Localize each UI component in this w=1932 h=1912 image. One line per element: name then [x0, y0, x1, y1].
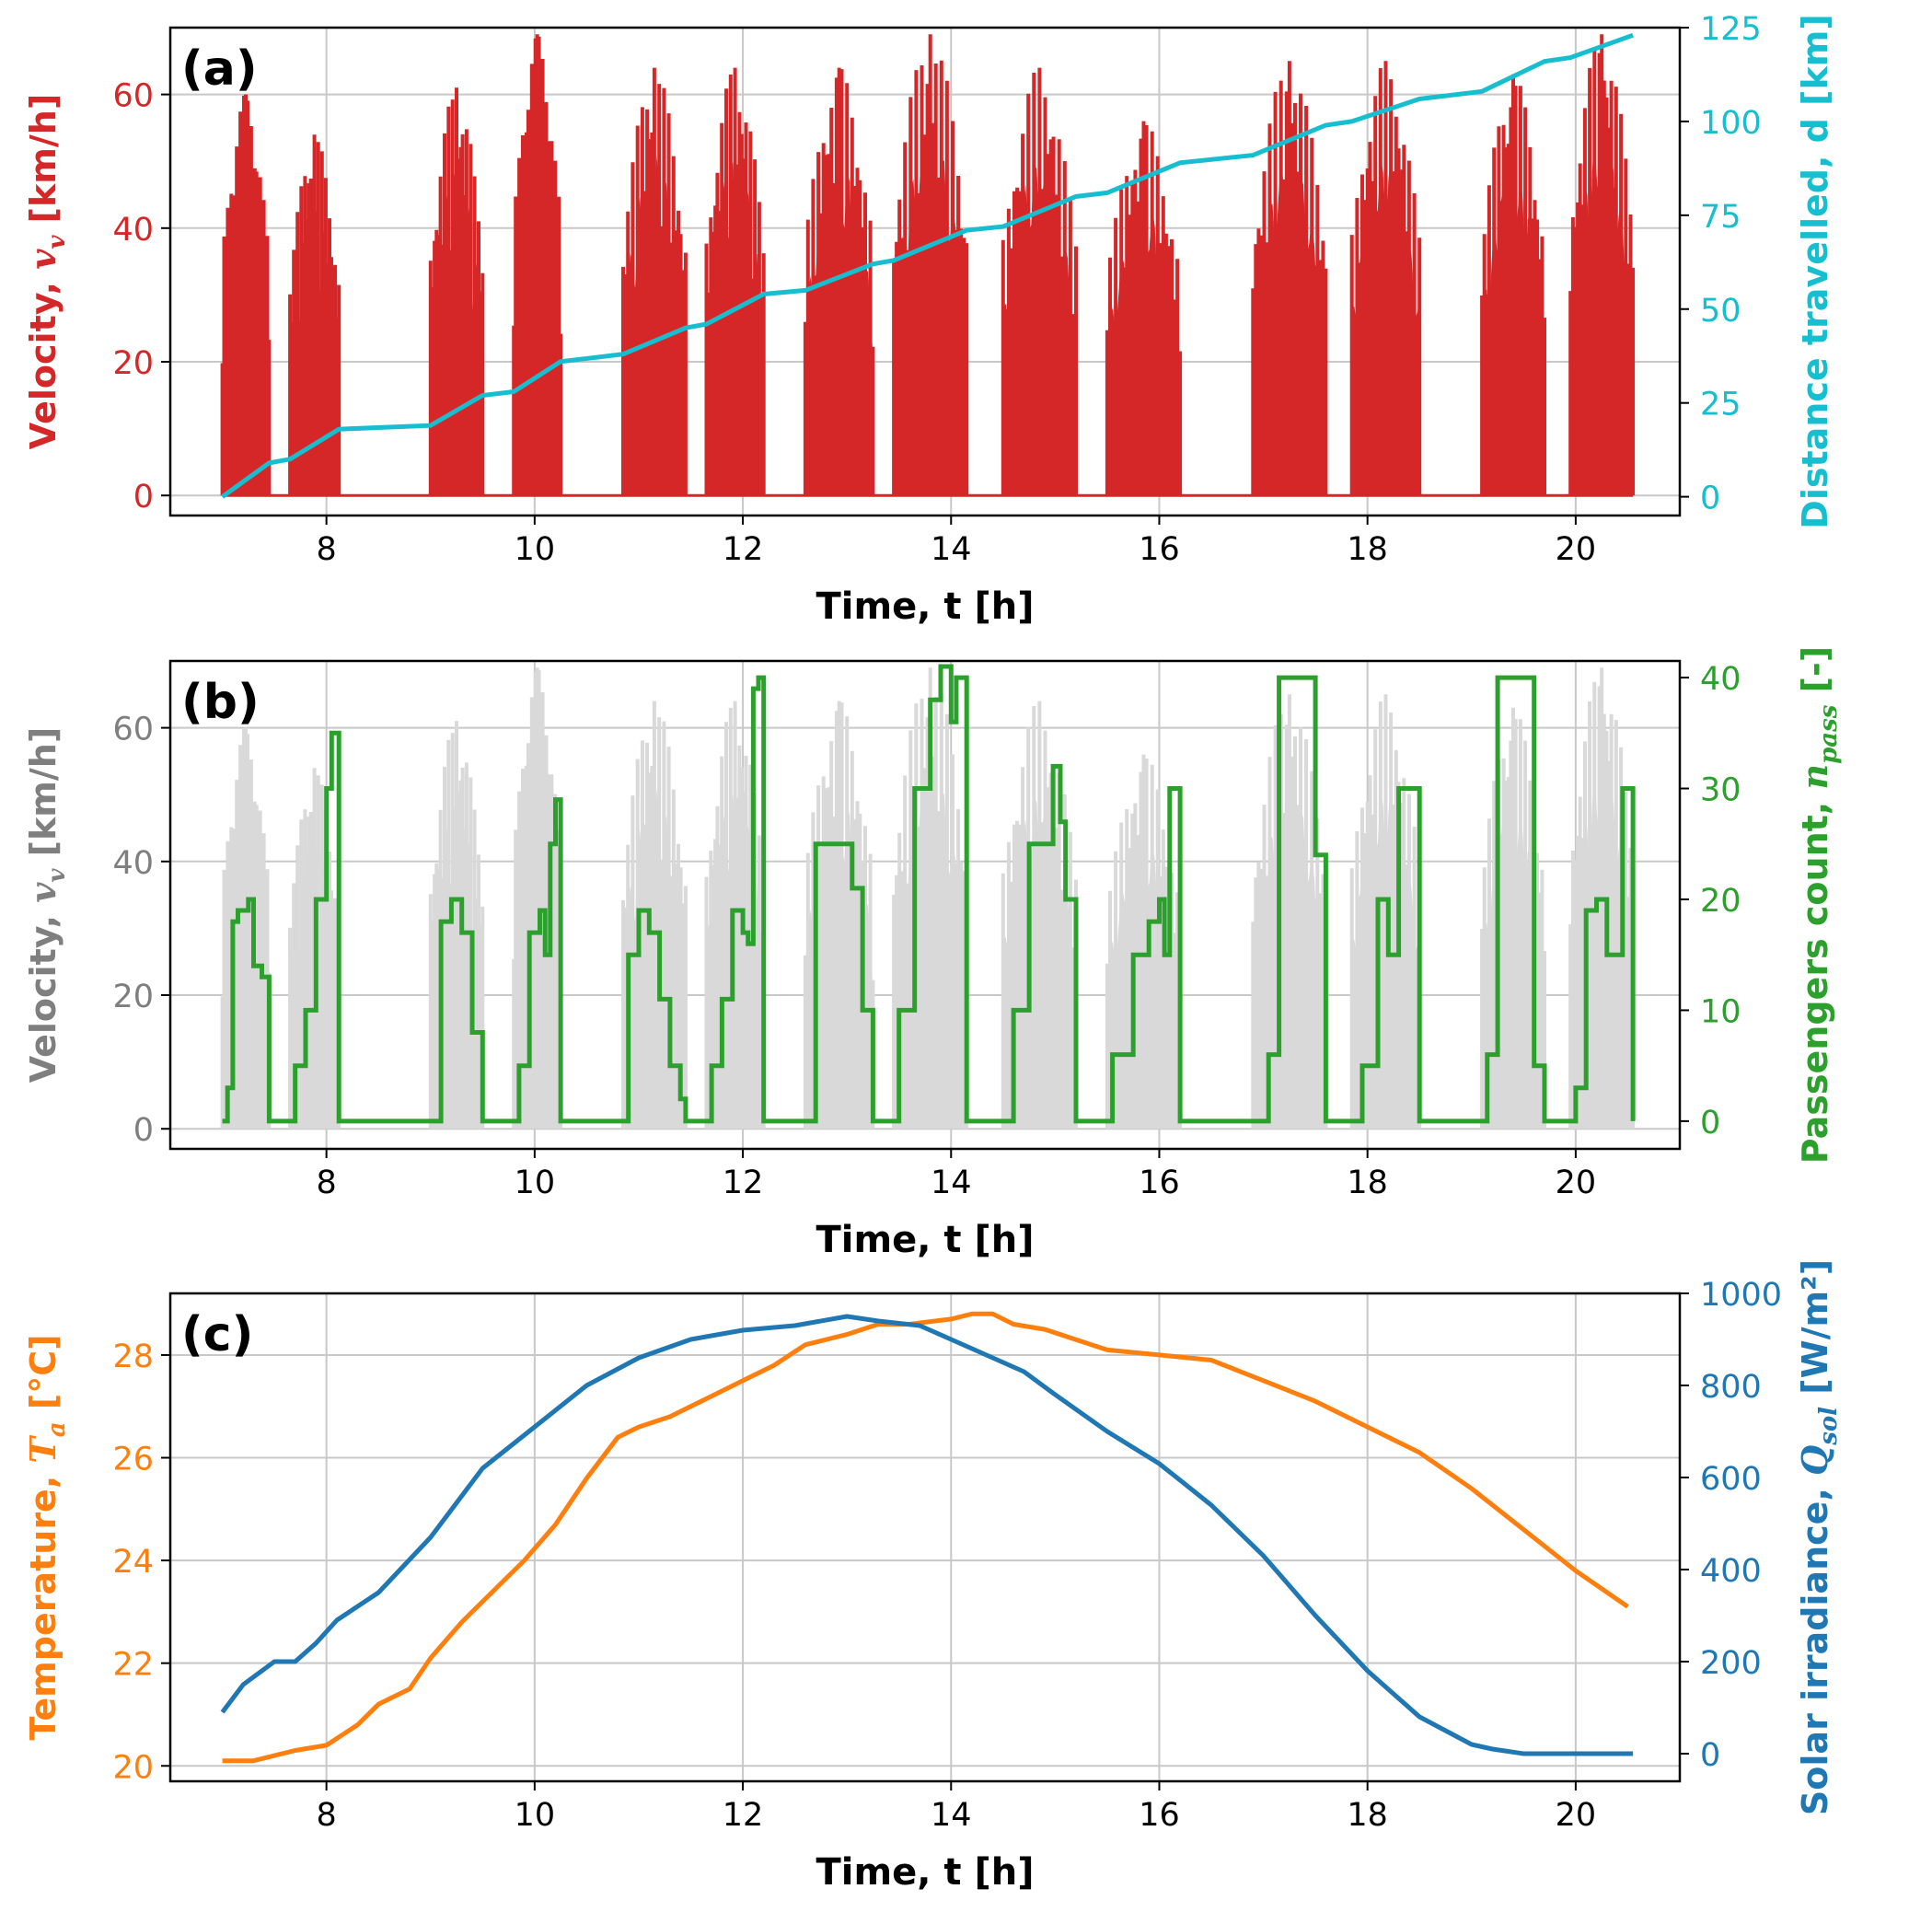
panel-label: (a) — [181, 41, 258, 97]
y2-tick-label: 800 — [1700, 1369, 1762, 1406]
x-axis-label: Time, t [h] — [816, 585, 1034, 628]
y2-tick-label: 0 — [1700, 481, 1720, 517]
velocity-spikes — [1105, 121, 1183, 496]
distance-line — [221, 32, 1634, 499]
velocity-spikes — [621, 67, 688, 496]
velocity-spikes — [428, 87, 485, 496]
velocity-spikes — [1251, 61, 1328, 496]
x-tick-label: 20 — [1556, 531, 1597, 568]
x-tick-label: 12 — [723, 531, 764, 568]
x-tick-label: 20 — [1556, 1165, 1597, 1201]
x-tick-label: 20 — [1556, 1797, 1597, 1834]
x-tick-label: 10 — [515, 531, 556, 568]
velocity-spikes — [892, 667, 969, 1130]
velocity-spikes — [220, 94, 272, 496]
velocity-spikes — [1349, 61, 1422, 496]
velocity-spikes — [803, 701, 875, 1130]
velocity-spikes — [512, 667, 563, 1130]
y-tick-label: 40 — [112, 845, 154, 882]
y2-tick-label: 20 — [1700, 883, 1741, 920]
temperature-line — [222, 1311, 1629, 1764]
y2-tick-label: 400 — [1700, 1553, 1762, 1590]
x-tick-label: 8 — [317, 1797, 337, 1834]
x-tick-label: 10 — [515, 1165, 556, 1201]
x-tick-label: 14 — [931, 531, 972, 568]
y-tick-label: 60 — [112, 78, 154, 115]
x-tick-label: 16 — [1139, 1797, 1180, 1834]
y-tick-label: 24 — [112, 1544, 154, 1581]
x-tick-label: 16 — [1139, 1165, 1180, 1201]
y-axis-label: Velocity, vv [km/h] — [22, 94, 71, 449]
y2-tick-label: 30 — [1700, 772, 1741, 809]
y2-tick-label: 40 — [1700, 661, 1741, 698]
y2-tick-label: 1000 — [1700, 1277, 1782, 1314]
panel-a: 8 10 12 14 16 18 20 0 20 40 60 0 25 50 75 100 125 Time, t… — [22, 11, 1835, 628]
velocity-spikes — [288, 134, 341, 496]
irradiance-line — [220, 1314, 1634, 1756]
velocity-spikes — [512, 34, 563, 496]
x-tick-label: 12 — [723, 1165, 764, 1201]
y2-tick-label: 0 — [1700, 1105, 1720, 1141]
y2-tick-label: 10 — [1700, 993, 1741, 1030]
y2-axis-label: Distance travelled, d [km] — [1795, 14, 1835, 528]
y2-tick-label: 125 — [1700, 11, 1762, 48]
y2-tick-label: 25 — [1700, 387, 1741, 423]
x-tick-label: 18 — [1347, 1165, 1388, 1201]
y-axis-label: Velocity, vv [km/h] — [22, 727, 71, 1083]
y-tick-label: 0 — [133, 1112, 154, 1149]
plot-frame — [168, 1292, 1682, 1783]
plot-frame — [168, 659, 1682, 1151]
y2-axis-label: Passengers count, npass [-] — [1794, 646, 1843, 1164]
x-tick-label: 8 — [317, 1165, 337, 1201]
y-axis-label: Temperature, Ta [°C] — [22, 1335, 71, 1741]
x-tick-label: 14 — [931, 1165, 972, 1201]
x-axis-label: Time, t [h] — [816, 1219, 1034, 1261]
x-axis-label: Time, t [h] — [816, 1851, 1034, 1894]
y-tick-label: 0 — [133, 479, 154, 516]
y-tick-label: 22 — [112, 1647, 154, 1684]
panel-c: 8 10 12 14 16 18 20 20 22 24 26 28 0 200 400 600 800 1000… — [22, 1259, 1843, 1894]
y-tick-label: 26 — [112, 1442, 154, 1478]
y-tick-label: 20 — [112, 345, 154, 382]
y2-tick-label: 50 — [1700, 293, 1741, 330]
y2-tick-label: 100 — [1700, 105, 1762, 142]
y2-tick-label: 75 — [1700, 199, 1741, 236]
velocity-spikes — [428, 721, 485, 1130]
y-tick-label: 28 — [112, 1338, 154, 1375]
velocity-spikes — [1568, 34, 1636, 496]
passengers-line — [222, 664, 1636, 1124]
y-tick-label: 40 — [112, 212, 154, 249]
x-tick-label: 18 — [1347, 1797, 1388, 1834]
y-tick-label: 20 — [112, 979, 154, 1015]
panel-b: 8 10 12 14 16 18 20 0 20 40 60 0 10 20 30 40 Time, t [h]… — [22, 646, 1843, 1261]
panel-label: (c) — [181, 1307, 253, 1362]
velocity-spikes — [220, 727, 272, 1130]
velocity-spikes — [704, 67, 766, 496]
x-tick-label: 18 — [1347, 531, 1388, 568]
x-tick-label: 16 — [1139, 531, 1180, 568]
velocity-spikes — [1001, 67, 1078, 496]
y-tick-label: 20 — [112, 1749, 154, 1786]
velocity-spikes — [1480, 74, 1546, 496]
velocity-spikes — [892, 34, 969, 496]
x-tick-label: 14 — [931, 1797, 972, 1834]
panel-label: (b) — [181, 675, 260, 730]
x-tick-label: 8 — [317, 531, 337, 568]
y-tick-label: 60 — [112, 712, 154, 748]
y2-tick-label: 0 — [1700, 1737, 1720, 1774]
velocity-spikes — [803, 67, 875, 496]
plot-frame — [168, 26, 1682, 517]
y2-tick-label: 600 — [1700, 1461, 1762, 1498]
y2-axis-label: Solar irradiance, Qsol [W/m²] — [1794, 1259, 1843, 1815]
x-tick-label: 10 — [515, 1797, 556, 1834]
x-tick-label: 12 — [723, 1797, 764, 1834]
y2-tick-label: 200 — [1700, 1645, 1762, 1682]
